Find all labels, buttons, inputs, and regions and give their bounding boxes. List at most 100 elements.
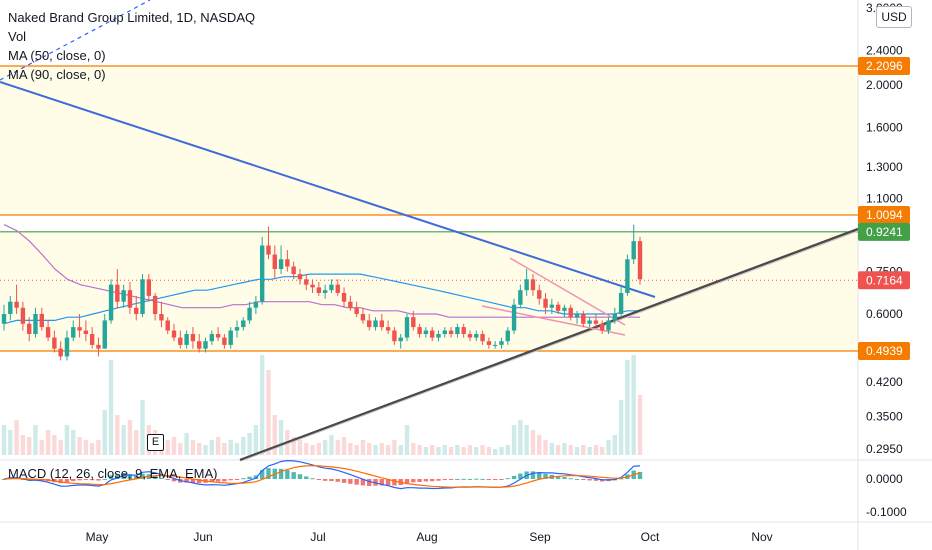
candle-body: [241, 320, 246, 328]
volume-bar: [618, 400, 624, 455]
candle-body: [492, 344, 498, 346]
volume-bar: [259, 355, 265, 455]
ascending-trendline: [239, 227, 859, 462]
level-tag: 2.2096: [866, 59, 903, 73]
macd-histogram-bar: [530, 471, 536, 479]
candle-body: [486, 341, 492, 345]
macd-histogram-bar: [215, 479, 221, 482]
volume-bar: [524, 425, 529, 455]
volume-bar: [379, 443, 385, 455]
time-tick-label: Jun: [193, 530, 212, 544]
candle-body: [77, 327, 82, 331]
macd-legend[interactable]: MACD (12, 26, close, 9, EMA, EMA): [8, 466, 218, 481]
candle-body: [96, 344, 101, 349]
volume-bar: [272, 415, 277, 455]
candle-body: [159, 313, 164, 321]
candle-body: [411, 317, 416, 328]
candle-body: [480, 334, 485, 342]
candle-body: [637, 241, 643, 280]
indicator-ma50[interactable]: MA (50, close, 0): [8, 48, 106, 63]
volume-bar: [190, 440, 196, 455]
last-price-tag-bg: [858, 271, 910, 290]
macd-histogram-bar: [392, 479, 397, 486]
macd-histogram-bar: [134, 475, 139, 479]
candle-body: [278, 259, 284, 270]
volume-bar: [297, 440, 303, 455]
candle-body: [26, 323, 32, 335]
level-tag-bg: [858, 57, 910, 75]
volume-bar: [83, 440, 89, 455]
candle-body: [354, 307, 359, 314]
price-tick-label: 1.3000: [866, 160, 903, 174]
indicator-ma90[interactable]: MA (90, close, 0): [8, 67, 106, 82]
candle-body: [115, 284, 120, 302]
macd-histogram-bar: [184, 479, 189, 483]
macd-histogram-bar: [411, 479, 416, 483]
candle-body: [631, 241, 636, 260]
macd-histogram-bar: [228, 479, 233, 481]
currency-button[interactable]: USD: [876, 6, 912, 28]
candle-body: [436, 334, 441, 338]
candle-body: [146, 279, 152, 296]
candle-body: [348, 301, 353, 308]
macd-histogram-bar: [71, 479, 76, 482]
candle-body: [373, 320, 378, 328]
volume-bar: [278, 420, 284, 455]
macd-histogram-bar: [140, 473, 145, 479]
macd-histogram-bar: [379, 479, 385, 486]
price-tick-label: 0.4200: [866, 375, 903, 389]
candle-body: [203, 341, 208, 349]
time-tick-label: Sep: [529, 530, 551, 544]
candle-body: [45, 327, 51, 338]
volume-bar: [203, 445, 208, 455]
volume-bar: [436, 447, 441, 455]
candle-body: [543, 298, 548, 308]
ascending-trendline-shadow: [243, 230, 859, 461]
macd-histogram-bar: [159, 477, 164, 479]
volume-bar: [58, 440, 63, 455]
volume-bar: [505, 445, 510, 455]
candle-body: [467, 334, 473, 338]
candle-body: [322, 290, 328, 293]
macd-histogram-bar: [322, 479, 328, 481]
candle-body: [511, 304, 517, 331]
candle-body: [360, 313, 366, 321]
volume-bar: [423, 447, 429, 455]
volume-bar: [360, 440, 366, 455]
volume-bar: [1, 425, 7, 455]
candle-body: [316, 287, 322, 293]
volume-bar: [39, 440, 44, 455]
macd-histogram-bar: [511, 475, 517, 479]
volume-bar: [593, 445, 599, 455]
volume-bar: [316, 443, 322, 455]
time-tick-label: Jul: [310, 530, 325, 544]
candle-body: [385, 327, 391, 331]
volume-bar: [171, 437, 177, 455]
macd-histogram-bar: [297, 474, 303, 479]
volume-bar: [234, 443, 240, 455]
volume-bar: [335, 440, 340, 455]
candle-body: [108, 284, 114, 321]
price-tick-label: 0.6000: [866, 307, 903, 321]
candle-body: [530, 279, 536, 291]
macd-histogram-bar: [102, 478, 107, 480]
candle-body: [178, 337, 183, 345]
candle-body: [581, 313, 586, 324]
volume-bar: [429, 445, 435, 455]
macd-histogram-bar: [329, 479, 334, 482]
earnings-marker[interactable]: E: [147, 434, 164, 451]
macd-histogram-bar: [89, 479, 95, 481]
price-tick-label: 1.1000: [866, 192, 903, 206]
volume-bar: [304, 443, 309, 455]
candle-body: [152, 295, 158, 314]
candle-body: [618, 292, 624, 314]
candle-body: [429, 330, 435, 338]
macd-histogram-bar: [20, 479, 26, 480]
candle-body: [341, 292, 347, 302]
indicator-vol[interactable]: Vol: [8, 29, 27, 44]
macd-histogram-bar: [455, 478, 460, 480]
volume-bar: [637, 395, 643, 455]
wedge-upper-line: [509, 257, 626, 326]
